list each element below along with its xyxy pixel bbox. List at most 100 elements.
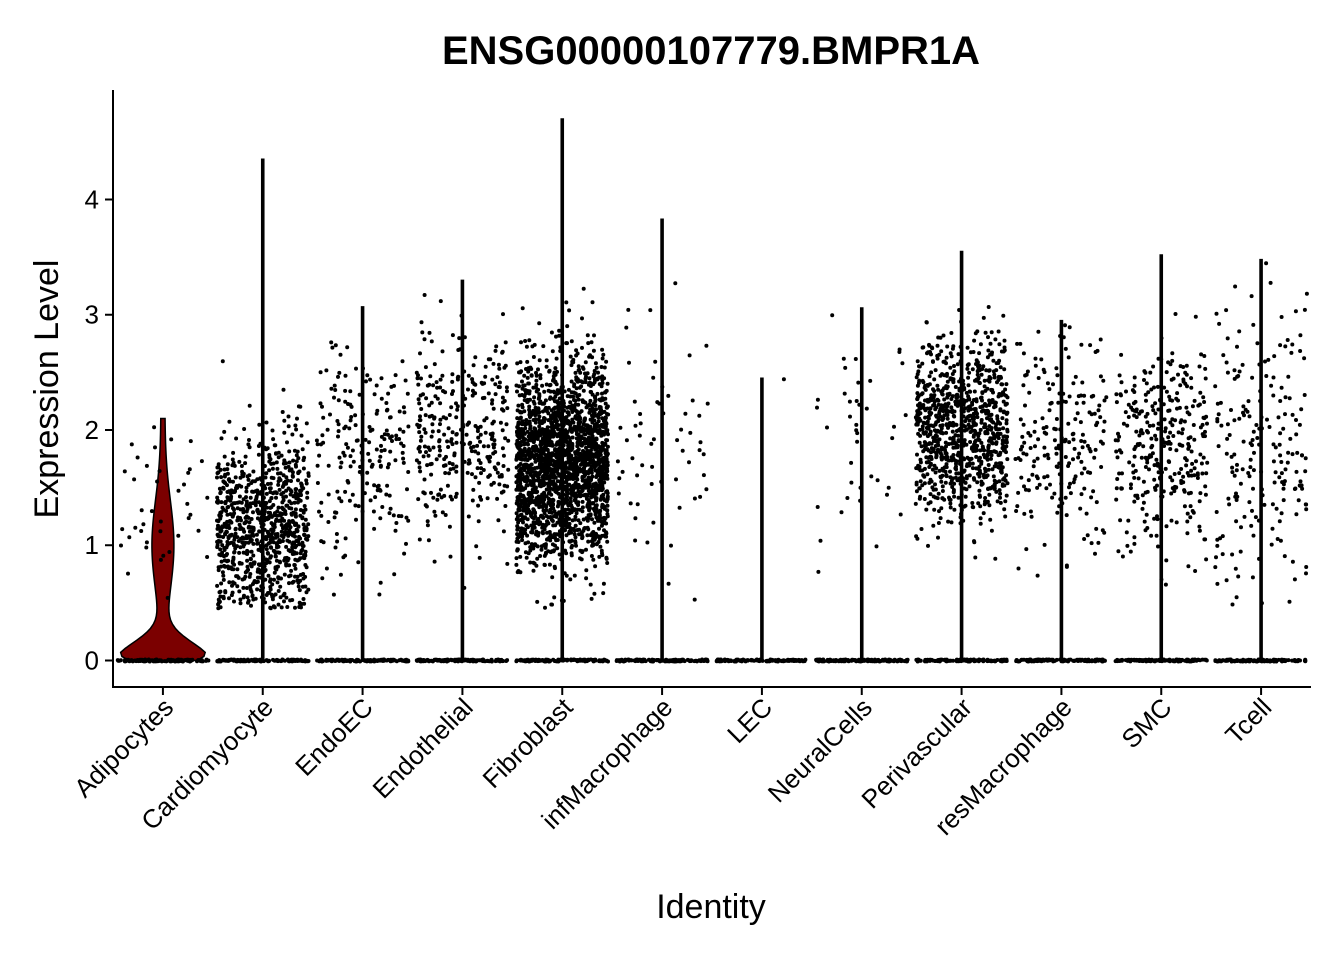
point-neuralcells — [862, 657, 867, 662]
point-infmacrophage — [692, 496, 697, 501]
point-endoec — [361, 658, 365, 663]
point-cardiomyocyte — [235, 567, 240, 572]
point-fibroblast — [583, 423, 588, 428]
point-endothelial — [489, 658, 494, 663]
point-fibroblast — [516, 525, 520, 530]
point-cardiomyocyte — [251, 553, 256, 558]
point-fibroblast — [564, 478, 569, 482]
point-fibroblast — [524, 462, 529, 467]
point-cardiomyocyte — [218, 539, 222, 544]
point-endothelial — [436, 429, 441, 434]
point-cardiomyocyte — [282, 458, 287, 463]
point-fibroblast — [605, 444, 610, 449]
point-endothelial — [429, 413, 434, 418]
point-cardiomyocyte — [257, 563, 262, 568]
point-endothelial — [431, 445, 436, 450]
point-cardiomyocyte — [252, 560, 257, 565]
point-cardiomyocyte — [282, 430, 287, 435]
point-endothelial — [454, 491, 459, 496]
point-cardiomyocyte — [248, 504, 253, 509]
point-fibroblast — [594, 446, 599, 451]
point-infmacrophage — [629, 658, 634, 663]
point-fibroblast — [576, 364, 581, 369]
point-endothelial — [461, 442, 466, 447]
point-fibroblast — [561, 470, 566, 475]
point-fibroblast — [592, 591, 597, 596]
point-fibroblast — [576, 402, 581, 407]
point-cardiomyocyte — [223, 589, 228, 594]
point-cardiomyocyte — [265, 482, 270, 486]
point-endothelial — [427, 330, 432, 335]
point-endothelial — [496, 362, 501, 367]
point-cardiomyocyte — [275, 466, 280, 471]
point-cardiomyocyte — [251, 533, 256, 538]
point-fibroblast — [542, 463, 547, 467]
point-fibroblast — [589, 596, 594, 601]
point-perivascular — [939, 479, 944, 484]
point-fibroblast — [588, 384, 593, 388]
point-cardiomyocyte — [264, 491, 269, 496]
point-fibroblast — [514, 457, 519, 462]
point-fibroblast — [569, 491, 574, 496]
point-neuralcells — [898, 512, 903, 517]
point-neuralcells — [858, 498, 863, 503]
point-fibroblast — [592, 658, 597, 663]
point-cardiomyocyte — [238, 597, 243, 602]
violin-resmacrophage — [1059, 319, 1064, 662]
point-fibroblast — [542, 416, 547, 421]
point-fibroblast — [588, 506, 592, 511]
point-endoec — [343, 553, 348, 558]
point-endoec — [405, 391, 410, 396]
point-endothelial — [476, 503, 481, 508]
point-endothelial — [432, 362, 437, 367]
point-endothelial — [427, 382, 432, 387]
point-endoec — [387, 511, 392, 516]
point-endothelial — [423, 659, 428, 664]
point-fibroblast — [594, 509, 598, 514]
point-infmacrophage — [653, 359, 658, 364]
point-endothelial — [423, 413, 428, 418]
point-adipocytes — [188, 512, 193, 517]
point-cardiomyocyte — [221, 577, 226, 582]
point-fibroblast — [557, 328, 562, 333]
point-endoec — [329, 340, 334, 345]
point-endothelial — [422, 477, 427, 482]
point-fibroblast — [538, 373, 543, 378]
point-cardiomyocyte — [217, 600, 221, 605]
point-cardiomyocyte — [269, 496, 274, 501]
point-infmacrophage — [638, 421, 643, 426]
point-neuralcells — [869, 474, 874, 479]
point-fibroblast — [547, 659, 552, 664]
point-cardiomyocyte — [266, 591, 270, 595]
point-fibroblast — [518, 409, 523, 414]
point-endothelial — [486, 357, 491, 362]
point-endoec — [369, 659, 374, 664]
point-endothelial — [483, 364, 488, 369]
point-cardiomyocyte — [227, 477, 232, 482]
point-fibroblast — [585, 371, 590, 376]
point-neuralcells — [868, 378, 873, 383]
point-fibroblast — [577, 434, 582, 439]
point-endothelial — [415, 376, 420, 381]
point-endothelial — [438, 417, 443, 422]
point-endothelial — [437, 438, 442, 443]
point-fibroblast — [536, 396, 541, 401]
point-infmacrophage — [666, 581, 671, 586]
point-endothelial — [438, 448, 442, 453]
point-neuralcells — [833, 658, 838, 663]
point-cardiomyocyte — [276, 455, 281, 460]
point-fibroblast — [547, 562, 552, 567]
point-fibroblast — [518, 554, 523, 559]
point-cardiomyocyte — [242, 576, 247, 581]
point-neuralcells — [843, 365, 848, 370]
point-cardiomyocyte — [232, 534, 237, 539]
point-fibroblast — [538, 458, 543, 463]
point-cardiomyocyte — [259, 595, 264, 600]
point-cardiomyocyte — [304, 590, 309, 595]
point-perivascular — [996, 329, 1001, 334]
point-cardiomyocyte — [219, 475, 224, 480]
point-fibroblast — [586, 341, 591, 346]
point-cardiomyocyte — [299, 481, 304, 486]
point-adipocytes — [135, 455, 140, 460]
